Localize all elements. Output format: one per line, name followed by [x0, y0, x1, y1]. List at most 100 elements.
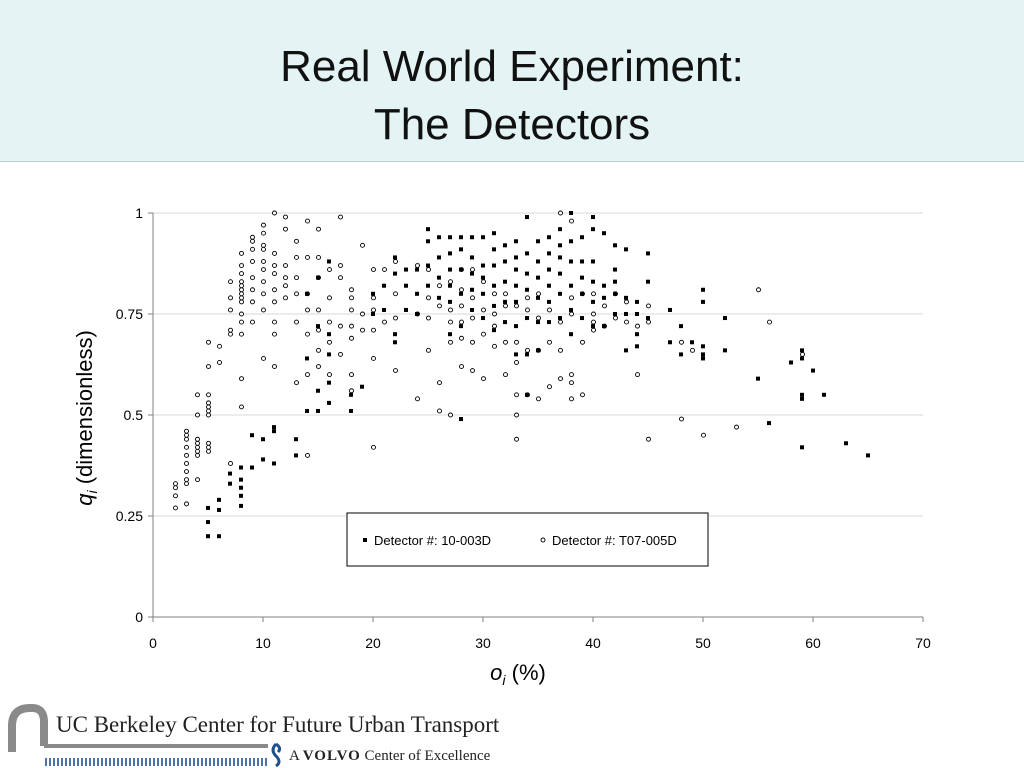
data-point-10-003d: [547, 251, 551, 256]
data-point-t07-005d: [173, 505, 178, 511]
data-point-10-003d: [613, 279, 617, 284]
data-point-10-003d: [371, 291, 375, 296]
logo-knot-icon: [271, 742, 282, 768]
data-point-t07-005d: [448, 279, 453, 285]
data-point-t07-005d: [184, 469, 189, 475]
data-point-10-003d: [547, 320, 551, 325]
data-point-t07-005d: [470, 368, 475, 374]
data-point-10-003d: [228, 471, 232, 476]
title-line-1: Real World Experiment:: [280, 42, 744, 91]
x-tick-label: 60: [805, 635, 821, 651]
data-point-10-003d: [459, 417, 463, 422]
legend-marker-t07-005d: [540, 537, 546, 543]
data-point-10-003d: [239, 485, 243, 490]
data-point-t07-005d: [228, 327, 233, 333]
data-point-10-003d: [437, 275, 441, 280]
data-point-10-003d: [393, 255, 397, 260]
data-point-10-003d: [206, 520, 210, 525]
data-point-10-003d: [514, 255, 518, 260]
data-point-t07-005d: [426, 295, 431, 301]
data-point-t07-005d: [371, 327, 376, 333]
data-point-10-003d: [536, 320, 540, 325]
data-point-10-003d: [525, 271, 529, 276]
data-point-t07-005d: [239, 291, 244, 297]
data-point-t07-005d: [294, 238, 299, 244]
data-point-10-003d: [217, 497, 221, 502]
data-point-10-003d: [580, 259, 584, 264]
data-point-10-003d: [503, 320, 507, 325]
title-line-2: The Detectors: [373, 100, 651, 149]
data-point-t07-005d: [503, 372, 508, 378]
y-tick-label: 0.25: [116, 508, 143, 524]
data-point-t07-005d: [371, 444, 376, 450]
data-point-t07-005d: [228, 279, 233, 285]
data-point-10-003d: [503, 279, 507, 284]
data-point-10-003d: [514, 324, 518, 329]
data-point-t07-005d: [272, 250, 277, 256]
data-point-t07-005d: [514, 392, 519, 398]
data-point-10-003d: [514, 299, 518, 304]
data-point-t07-005d: [327, 295, 332, 301]
data-point-t07-005d: [349, 287, 354, 293]
data-point-t07-005d: [558, 376, 563, 382]
data-point-10-003d: [679, 324, 683, 329]
data-point-10-003d: [305, 408, 309, 413]
data-point-t07-005d: [360, 242, 365, 248]
data-point-10-003d: [668, 307, 672, 312]
data-point-t07-005d: [239, 311, 244, 317]
data-point-t07-005d: [239, 376, 244, 382]
data-point-t07-005d: [316, 254, 321, 260]
data-point-10-003d: [448, 299, 452, 304]
data-point-10-003d: [349, 392, 353, 397]
data-point-t07-005d: [294, 254, 299, 260]
data-point-t07-005d: [382, 319, 387, 325]
data-point-t07-005d: [239, 319, 244, 325]
title-band: [0, 0, 1024, 162]
data-point-10-003d: [415, 291, 419, 296]
data-point-t07-005d: [327, 267, 332, 273]
data-point-10-003d: [866, 453, 870, 458]
data-point-t07-005d: [272, 319, 277, 325]
data-point-t07-005d: [250, 234, 255, 240]
data-point-t07-005d: [195, 392, 200, 398]
data-point-t07-005d: [239, 263, 244, 268]
data-point-10-003d: [800, 396, 804, 401]
data-point-t07-005d: [206, 408, 211, 414]
x-tick-label: 30: [475, 635, 491, 651]
data-point-t07-005d: [272, 263, 277, 268]
data-point-t07-005d: [261, 242, 266, 248]
data-point-t07-005d: [195, 440, 200, 446]
data-point-10-003d: [206, 534, 210, 539]
data-point-t07-005d: [481, 331, 486, 337]
data-point-10-003d: [602, 231, 606, 236]
data-point-10-003d: [437, 295, 441, 300]
data-point-t07-005d: [327, 372, 332, 378]
logo-loop-icon: [8, 704, 48, 752]
data-point-10-003d: [789, 360, 793, 365]
data-point-10-003d: [492, 247, 496, 252]
data-point-t07-005d: [525, 295, 530, 301]
x-tick-label: 10: [255, 635, 271, 651]
data-point-t07-005d: [393, 259, 398, 264]
data-point-t07-005d: [426, 315, 431, 321]
data-point-t07-005d: [206, 412, 211, 418]
data-point-10-003d: [393, 271, 397, 276]
data-point-10-003d: [470, 287, 474, 292]
data-point-10-003d: [492, 328, 496, 333]
data-point-10-003d: [558, 243, 562, 248]
data-point-10-003d: [800, 356, 804, 361]
data-point-t07-005d: [316, 327, 321, 333]
data-point-10-003d: [217, 507, 221, 512]
data-point-t07-005d: [470, 339, 475, 345]
data-point-t07-005d: [327, 339, 332, 345]
data-point-t07-005d: [547, 339, 552, 345]
data-point-t07-005d: [195, 452, 200, 458]
data-point-10-003d: [525, 392, 529, 397]
data-point-t07-005d: [184, 452, 189, 458]
data-point-10-003d: [536, 239, 540, 244]
data-point-t07-005d: [459, 319, 464, 325]
data-point-t07-005d: [239, 283, 244, 289]
data-point-10-003d: [327, 352, 331, 357]
data-point-t07-005d: [514, 339, 519, 345]
data-point-10-003d: [624, 247, 628, 252]
